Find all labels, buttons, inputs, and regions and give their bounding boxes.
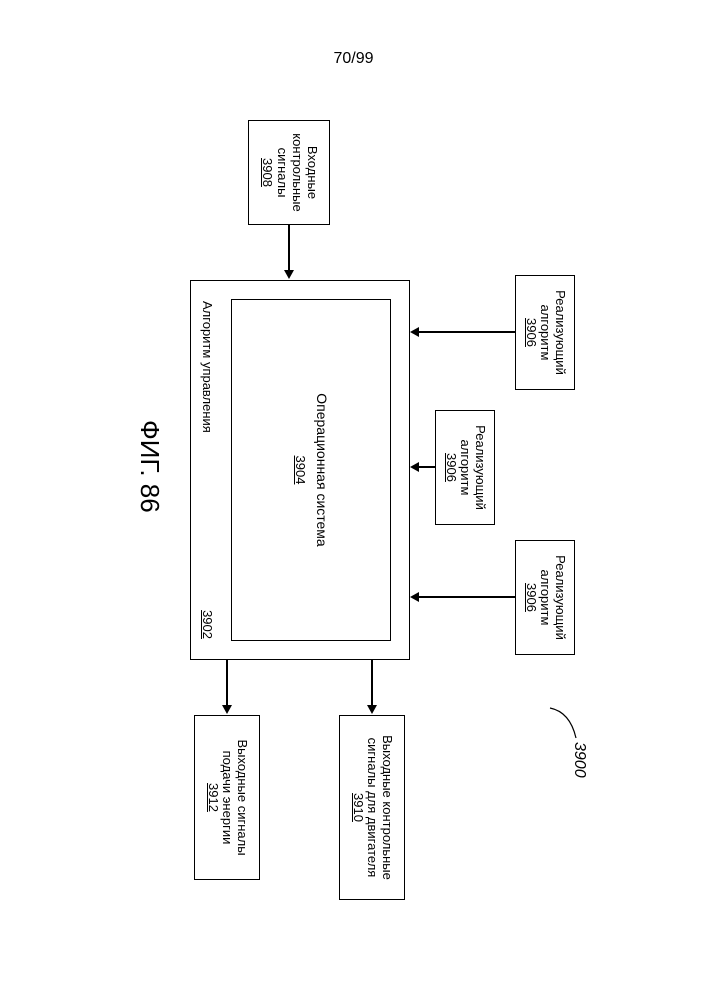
realizing-algorithm-label: Реализующий алгоритм [458,411,488,524]
operating-system-box: Операционная система 3904 [231,299,391,641]
callout-pointer [546,706,580,746]
arrow-head [367,705,377,714]
arrow-line [417,596,515,598]
arrow-head [410,327,419,337]
arrow-line [417,331,515,333]
realizing-algorithm-ref: 3906 [443,453,458,482]
realizing-algorithm-box-2: Реализующий алгоритм 3906 [435,410,495,525]
output-engine-line1: Выходные контрольные [379,735,394,880]
input-signals-ref: 3908 [259,158,274,187]
page: 70/99 3900 Реализующий алгоритм 3906 Реа… [0,0,707,1000]
realizing-algorithm-ref: 3906 [523,318,538,347]
input-signals-line1: Входные [304,146,319,199]
input-signals-box: Входные контрольные сигналы 3908 [248,120,330,225]
output-engine-line2: сигналы для двигателя [365,738,380,878]
operating-system-label: Операционная система [313,393,329,546]
output-energy-box: Выходные сигналы подачи энергии 3912 [194,715,260,880]
control-algorithm-box: Операционная система 3904 Алгоритм управ… [190,280,410,660]
input-signals-line2: контрольные [289,133,304,211]
arrow-head [410,462,419,472]
arrow-head [222,705,232,714]
realizing-algorithm-label: Реализующий алгоритм [538,276,568,389]
input-signals-line3: сигналы [274,148,289,198]
control-algorithm-ref: 3902 [199,610,214,639]
diagram-ref-callout: 3900 [570,742,588,778]
output-energy-line2: подачи энергии [220,751,235,845]
page-number: 70/99 [0,50,707,68]
arrow-line [417,466,435,468]
arrow-head [284,270,294,279]
realizing-algorithm-label: Реализующий алгоритм [538,541,568,654]
output-engine-ref: 3910 [350,793,365,822]
realizing-algorithm-box-1: Реализующий алгоритм 3906 [515,275,575,390]
realizing-algorithm-box-3: Реализующий алгоритм 3906 [515,540,575,655]
operating-system-ref: 3904 [292,456,307,485]
arrow-line [288,225,290,272]
arrow-head [410,592,419,602]
output-energy-line1: Выходные сигналы [234,739,249,855]
output-engine-box: Выходные контрольные сигналы для двигате… [339,715,405,900]
realizing-algorithm-ref: 3906 [523,583,538,612]
diagram-stage: 3900 Реализующий алгоритм 3906 Реализующ… [110,110,610,910]
output-energy-ref: 3912 [205,783,220,812]
figure-caption: ФИГ. 86 [134,420,165,513]
control-algorithm-label: Алгоритм управления [199,301,214,433]
arrow-line [371,660,373,707]
arrow-line [226,660,228,707]
